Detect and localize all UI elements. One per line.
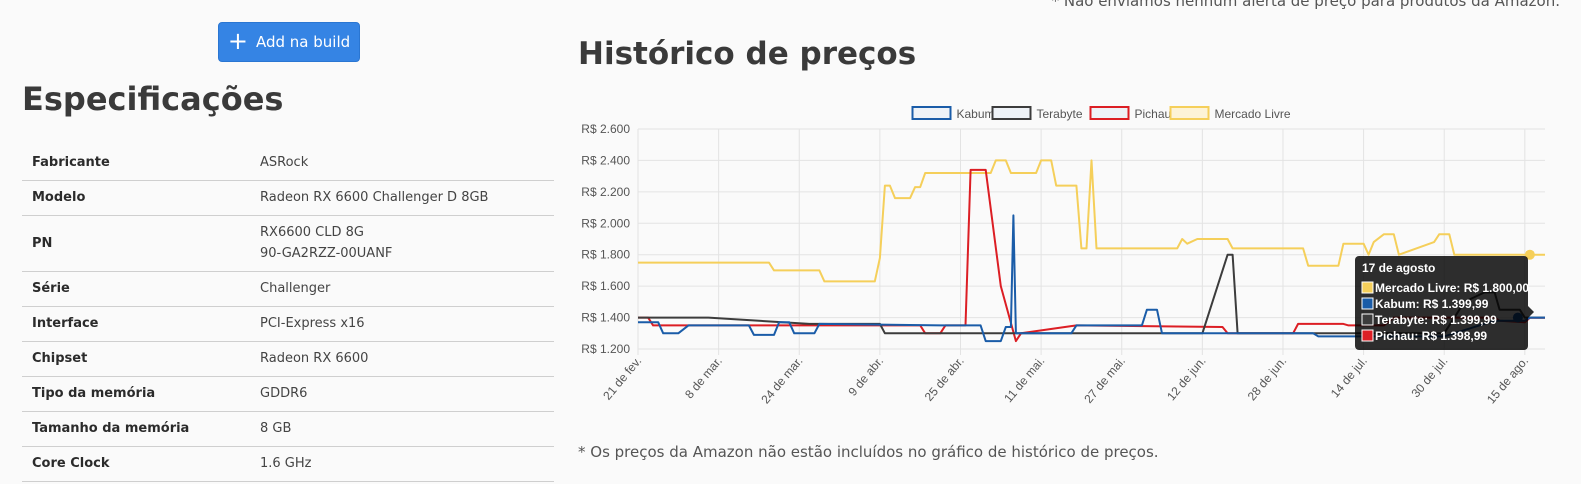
legend-swatch <box>1089 106 1130 120</box>
y-tick-label: R$ 1.200 <box>581 342 630 356</box>
legend-label: Kabum <box>957 107 995 121</box>
pn-value-1: RX6600 CLD 8G <box>260 225 364 240</box>
spec-value: GDDR6 <box>250 376 554 412</box>
tooltip-line: Terabyte: R$ 1.399,99 <box>1375 313 1497 327</box>
table-row: Tipo da memória GDDR6 <box>22 376 554 412</box>
x-tick-label: 11 de mai. <box>1001 354 1047 405</box>
amazon-alert-note: * Não enviamos nenhum alerta de preço pa… <box>1051 0 1560 10</box>
spec-value: PCI-Express x16 <box>250 306 554 342</box>
chart-footnote: * Os preços da Amazon não estão incluído… <box>578 443 1159 461</box>
table-row: Chipset Radeon RX 6600 <box>22 341 554 377</box>
legend-swatch <box>991 106 1032 120</box>
legend-swatch <box>1169 106 1210 120</box>
table-row: Série Challenger <box>22 271 554 307</box>
tooltip-swatch <box>1361 281 1374 294</box>
legend-label: Pichau <box>1135 107 1172 121</box>
x-tick-label: 15 de ago. <box>1484 354 1531 406</box>
tooltip-swatch <box>1361 329 1374 342</box>
table-row: Core Clock 1.6 GHz <box>22 446 554 482</box>
spec-key: Fabricante <box>22 145 250 181</box>
x-tick-label: 8 de mar. <box>682 354 725 401</box>
price-history-title: Histórico de preços <box>578 36 917 72</box>
tooltip-line: Pichau: R$ 1.398,99 <box>1375 329 1487 343</box>
x-tick-label: 27 de mai. <box>1081 354 1128 406</box>
legend-swatch <box>911 106 952 120</box>
spec-key: Interface <box>22 306 250 342</box>
plus-icon: + <box>227 27 248 55</box>
tooltip-caret <box>1528 306 1534 318</box>
spec-value: 8 GB <box>250 411 554 447</box>
y-tick-label: R$ 2.000 <box>581 216 630 230</box>
y-tick-label: R$ 2.600 <box>581 122 630 136</box>
x-tick-label: 28 de jun. <box>1245 354 1290 403</box>
specs-title: Especificações <box>22 80 284 118</box>
spec-key: Tipo da memória <box>22 376 250 412</box>
tooltip-swatch <box>1361 313 1374 326</box>
y-tick-label: R$ 1.600 <box>581 279 630 293</box>
x-tick-label: 24 de mar. <box>758 354 805 406</box>
series-line-mercado-livre <box>638 159 1545 283</box>
legend-label: Mercado Livre <box>1215 107 1291 121</box>
add-to-build-label: Add na build <box>255 33 351 51</box>
spec-value: RX6600 CLD 8G 90-GA2RZZ-00UANF <box>250 215 554 272</box>
x-tick-label: 30 de jul. <box>1408 354 1450 400</box>
spec-key: Core Clock <box>22 446 250 482</box>
table-row: Modelo Radeon RX 6600 Challenger D 8GB <box>22 180 554 216</box>
tooltip-title: 17 de agosto <box>1362 261 1435 275</box>
spec-key: Chipset <box>22 341 250 377</box>
table-row: Interface PCI-Express x16 <box>22 306 554 342</box>
x-tick-label: 25 de abr. <box>922 354 967 404</box>
add-to-build-button[interactable]: + Add na build <box>218 22 360 62</box>
x-tick-label: 9 de abr. <box>845 354 886 399</box>
spec-value: Challenger <box>250 271 554 307</box>
spec-key: Tamanho da memória <box>22 411 250 447</box>
spec-value: ASRock <box>250 145 554 181</box>
x-tick-label: 21 de fev. <box>600 354 644 403</box>
spec-key: PN <box>22 215 250 272</box>
table-row: Tamanho da memória 8 GB <box>22 411 554 447</box>
spec-value: 1.6 GHz <box>250 446 554 482</box>
tooltip-line: Mercado Livre: R$ 1.800,00 <box>1375 281 1529 295</box>
chart-tooltip: 17 de agosto Mercado Livre: R$ 1.800,00 Ka… <box>1355 256 1534 350</box>
tooltip-box <box>1355 256 1528 350</box>
spec-key: Modelo <box>22 180 250 216</box>
series-line-kabum <box>638 214 1545 343</box>
price-history-chart[interactable]: R$ 1.200 R$ 1.400 R$ 1.600 R$ 1.800 R$ 2.000… <box>570 96 1560 441</box>
y-tick-label: R$ 2.200 <box>581 185 630 199</box>
spec-key: Série <box>22 271 250 307</box>
pn-value-2: 90-GA2RZZ-00UANF <box>260 246 393 261</box>
table-row: PN RX6600 CLD 8G 90-GA2RZZ-00UANF <box>22 215 554 272</box>
y-tick-label: R$ 1.400 <box>581 311 630 325</box>
y-tick-label: R$ 1.800 <box>581 248 630 262</box>
spec-value: Radeon RX 6600 Challenger D 8GB <box>250 180 554 216</box>
legend-label: Terabyte <box>1037 107 1083 121</box>
spec-value: Radeon RX 6600 <box>250 341 554 377</box>
table-row: Fabricante ASRock <box>22 145 554 181</box>
x-tick-label: 12 de jun. <box>1164 354 1209 403</box>
tooltip-swatch <box>1361 297 1374 310</box>
y-tick-label: R$ 2.400 <box>581 153 630 167</box>
specs-table: Fabricante ASRock Modelo Radeon RX 6600 … <box>22 145 554 482</box>
x-tick-label: 14 de jul. <box>1328 354 1370 400</box>
hover-point-mercado-livre <box>1524 249 1535 260</box>
tooltip-line: Kabum: R$ 1.399,99 <box>1375 297 1489 311</box>
